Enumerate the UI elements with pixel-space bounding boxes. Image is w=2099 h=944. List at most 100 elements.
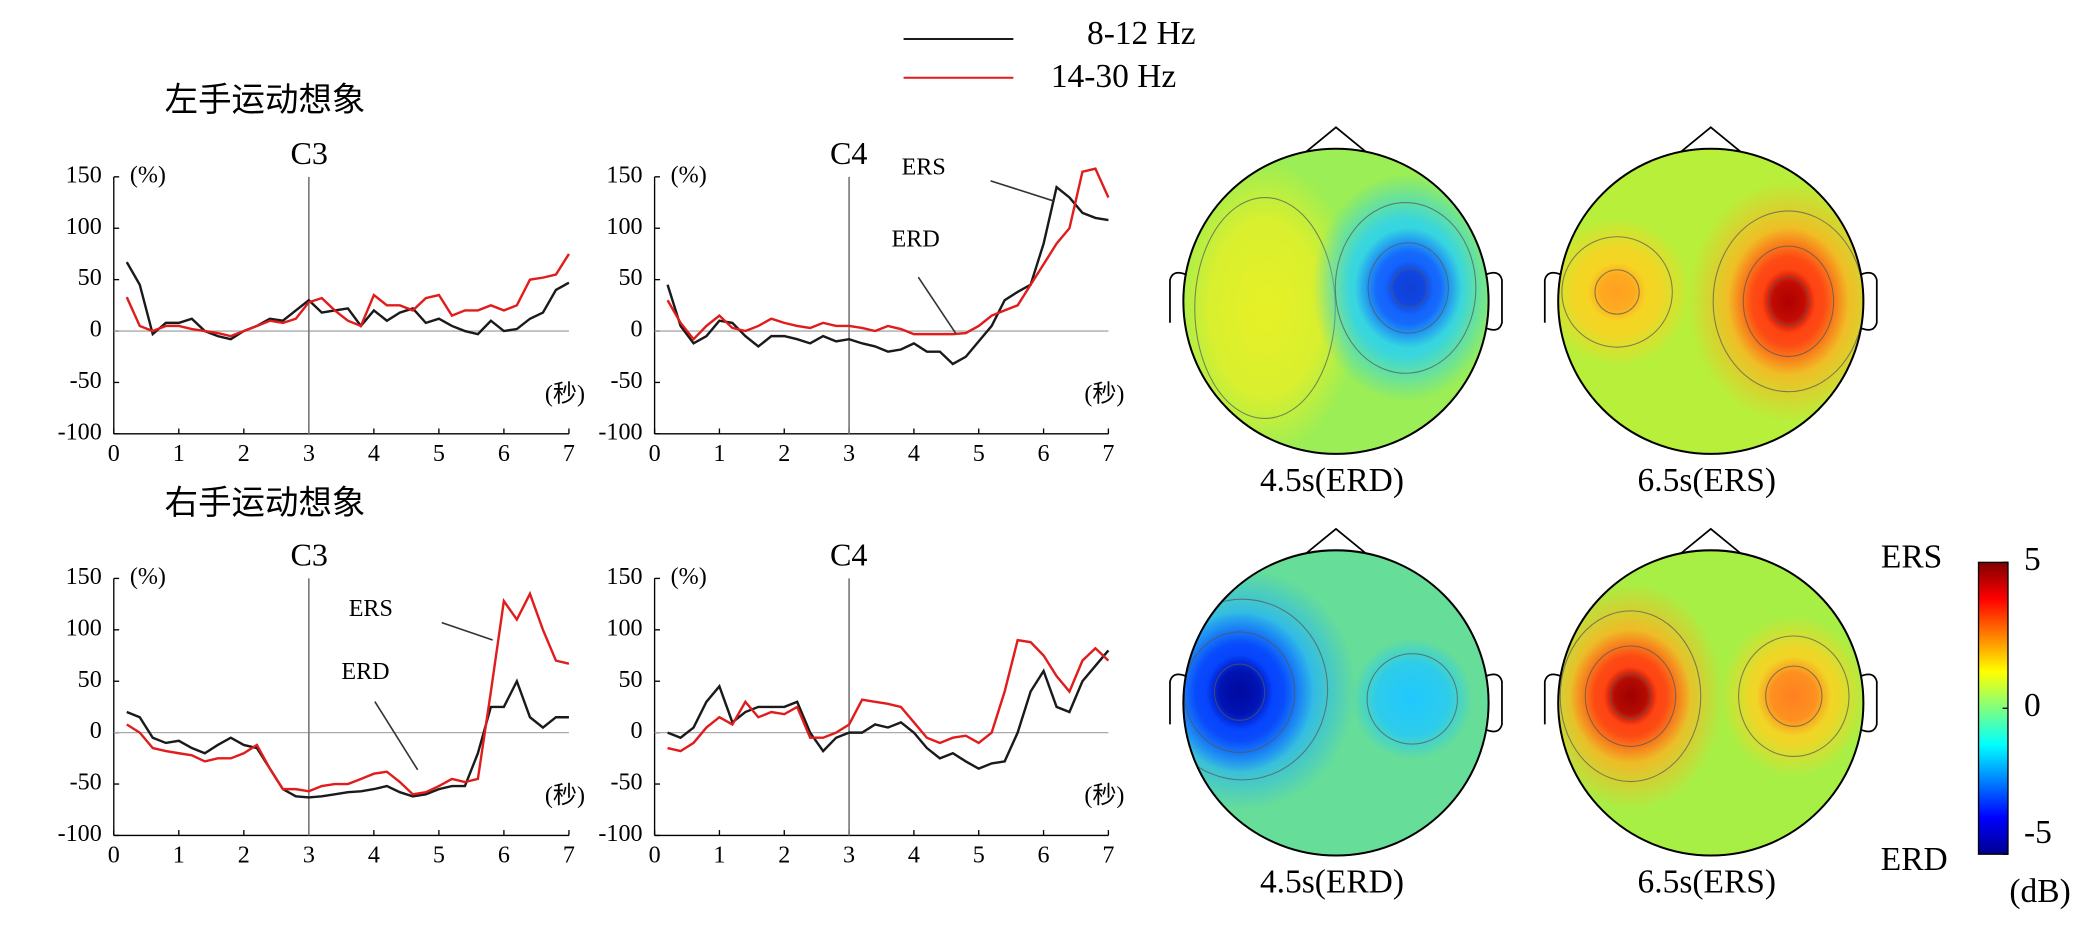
y-tick-label: -50 [70,770,102,796]
y-tick-label: 50 [618,265,642,291]
x-tick-label: 4 [908,842,920,868]
x-axis-label: (秒) [545,782,585,809]
head-ear [1860,673,1878,733]
y-tick-label: 50 [78,265,102,291]
y-tick-label: 0 [90,317,102,343]
y-tick-label: 150 [606,564,642,590]
topomap-blob [1206,654,1274,730]
x-tick-label: 5 [433,842,445,868]
topomap-blob [1385,261,1434,315]
head-ear [1485,271,1503,331]
topomap-label: 6.5s(ERS) [1638,864,1776,901]
x-tick-label: 3 [303,842,315,868]
x-axis-label: (秒) [545,380,585,407]
y-tick-label: 50 [618,667,642,693]
annotation-leader [917,276,957,334]
x-tick-label: 6 [1038,842,1050,868]
contour-line [1584,645,1677,747]
head-outline [1182,147,1490,455]
y-tick-label: 0 [90,718,102,744]
x-tick-label: 0 [649,842,661,868]
legend-label: 8-12 Hz [1087,15,1196,52]
topomap-field [1183,160,1489,454]
head-ear [1169,271,1187,323]
series-line [666,184,1109,366]
row-title: 左手运动想象 [165,82,366,119]
contour-line [1561,236,1673,348]
y-tick-label: -100 [58,821,102,847]
series-line [667,649,1110,770]
x-tick-label: 7 [563,842,575,868]
x-tick-label: 0 [108,441,120,467]
series-line [125,261,570,341]
y-axis-label: (%) [671,564,707,590]
colorbar-tick-label: 5 [2024,541,2041,578]
contour-line [1767,276,1810,326]
topomap-label: 4.5s(ERD) [1260,462,1404,499]
annotation: ERS [902,154,946,180]
annotation: ERS [349,596,393,622]
topomap-field [1558,582,1864,811]
y-tick-label: 150 [606,162,642,188]
x-tick-label: 2 [778,441,790,467]
x-axis-label: (秒) [1084,782,1124,809]
chart-title: C3 [290,135,327,171]
topomap-field [1558,180,1864,422]
x-tick-label: 7 [1102,441,1114,467]
colorbar-unit: (dB) [2009,873,2070,910]
topomap-blob [1587,262,1647,322]
y-tick-label: 100 [606,214,642,240]
y-tick-label: 150 [66,162,102,188]
series-line [667,638,1110,753]
row-title: 右手运动想象 [165,485,366,522]
head-nose [1305,527,1366,554]
y-tick-label: 0 [631,317,643,343]
y-tick-label: 0 [631,718,643,744]
contour-line [1594,269,1640,315]
series-line [666,167,1110,342]
head-ear [1543,673,1562,725]
contour-line [1334,202,1477,374]
y-tick-label: -100 [58,419,102,445]
contour-line [1183,598,1329,781]
topomap [1543,126,1878,455]
y-tick-label: 100 [606,615,642,641]
x-tick-label: 3 [303,441,315,467]
colorbar-tick-label: -5 [2024,814,2052,851]
y-tick-label: -50 [610,770,642,796]
head-outline [1182,549,1490,857]
topomap [1169,527,1503,857]
x-tick-label: 7 [563,441,575,467]
colorbar-tick-label: 0 [2024,687,2041,724]
head-outline [1557,147,1865,455]
colorbar-bottom-label: ERD [1881,841,1948,878]
y-tick-label: 100 [66,615,102,641]
legend-label: 14-30 Hz [1051,58,1176,95]
contour-line [1609,673,1652,719]
y-axis-label: (%) [130,162,166,188]
contour-line [1367,242,1449,334]
chart-title: C3 [290,537,327,573]
contour-line [1712,210,1864,393]
y-tick-label: -50 [610,368,642,394]
chart-title: C4 [830,135,867,171]
x-tick-label: 4 [368,842,380,868]
y-tick-label: -50 [70,368,102,394]
contour-line [1366,653,1458,745]
colorbar-top-label: ERS [1881,538,1942,575]
contour-line [1213,663,1266,721]
y-tick-label: -100 [598,821,642,847]
head-ear [1485,673,1503,733]
x-tick-label: 5 [973,441,985,467]
head-ear [1860,271,1878,331]
x-tick-label: 3 [843,842,855,868]
x-tick-label: 1 [713,441,725,467]
head-nose [1680,527,1741,554]
x-tick-label: 4 [908,441,920,467]
series-line [126,590,570,796]
annotation-leader [441,621,493,641]
topomap-label: 4.5s(ERD) [1260,864,1404,901]
head-ear [1169,673,1187,725]
y-tick-label: -100 [598,419,642,445]
